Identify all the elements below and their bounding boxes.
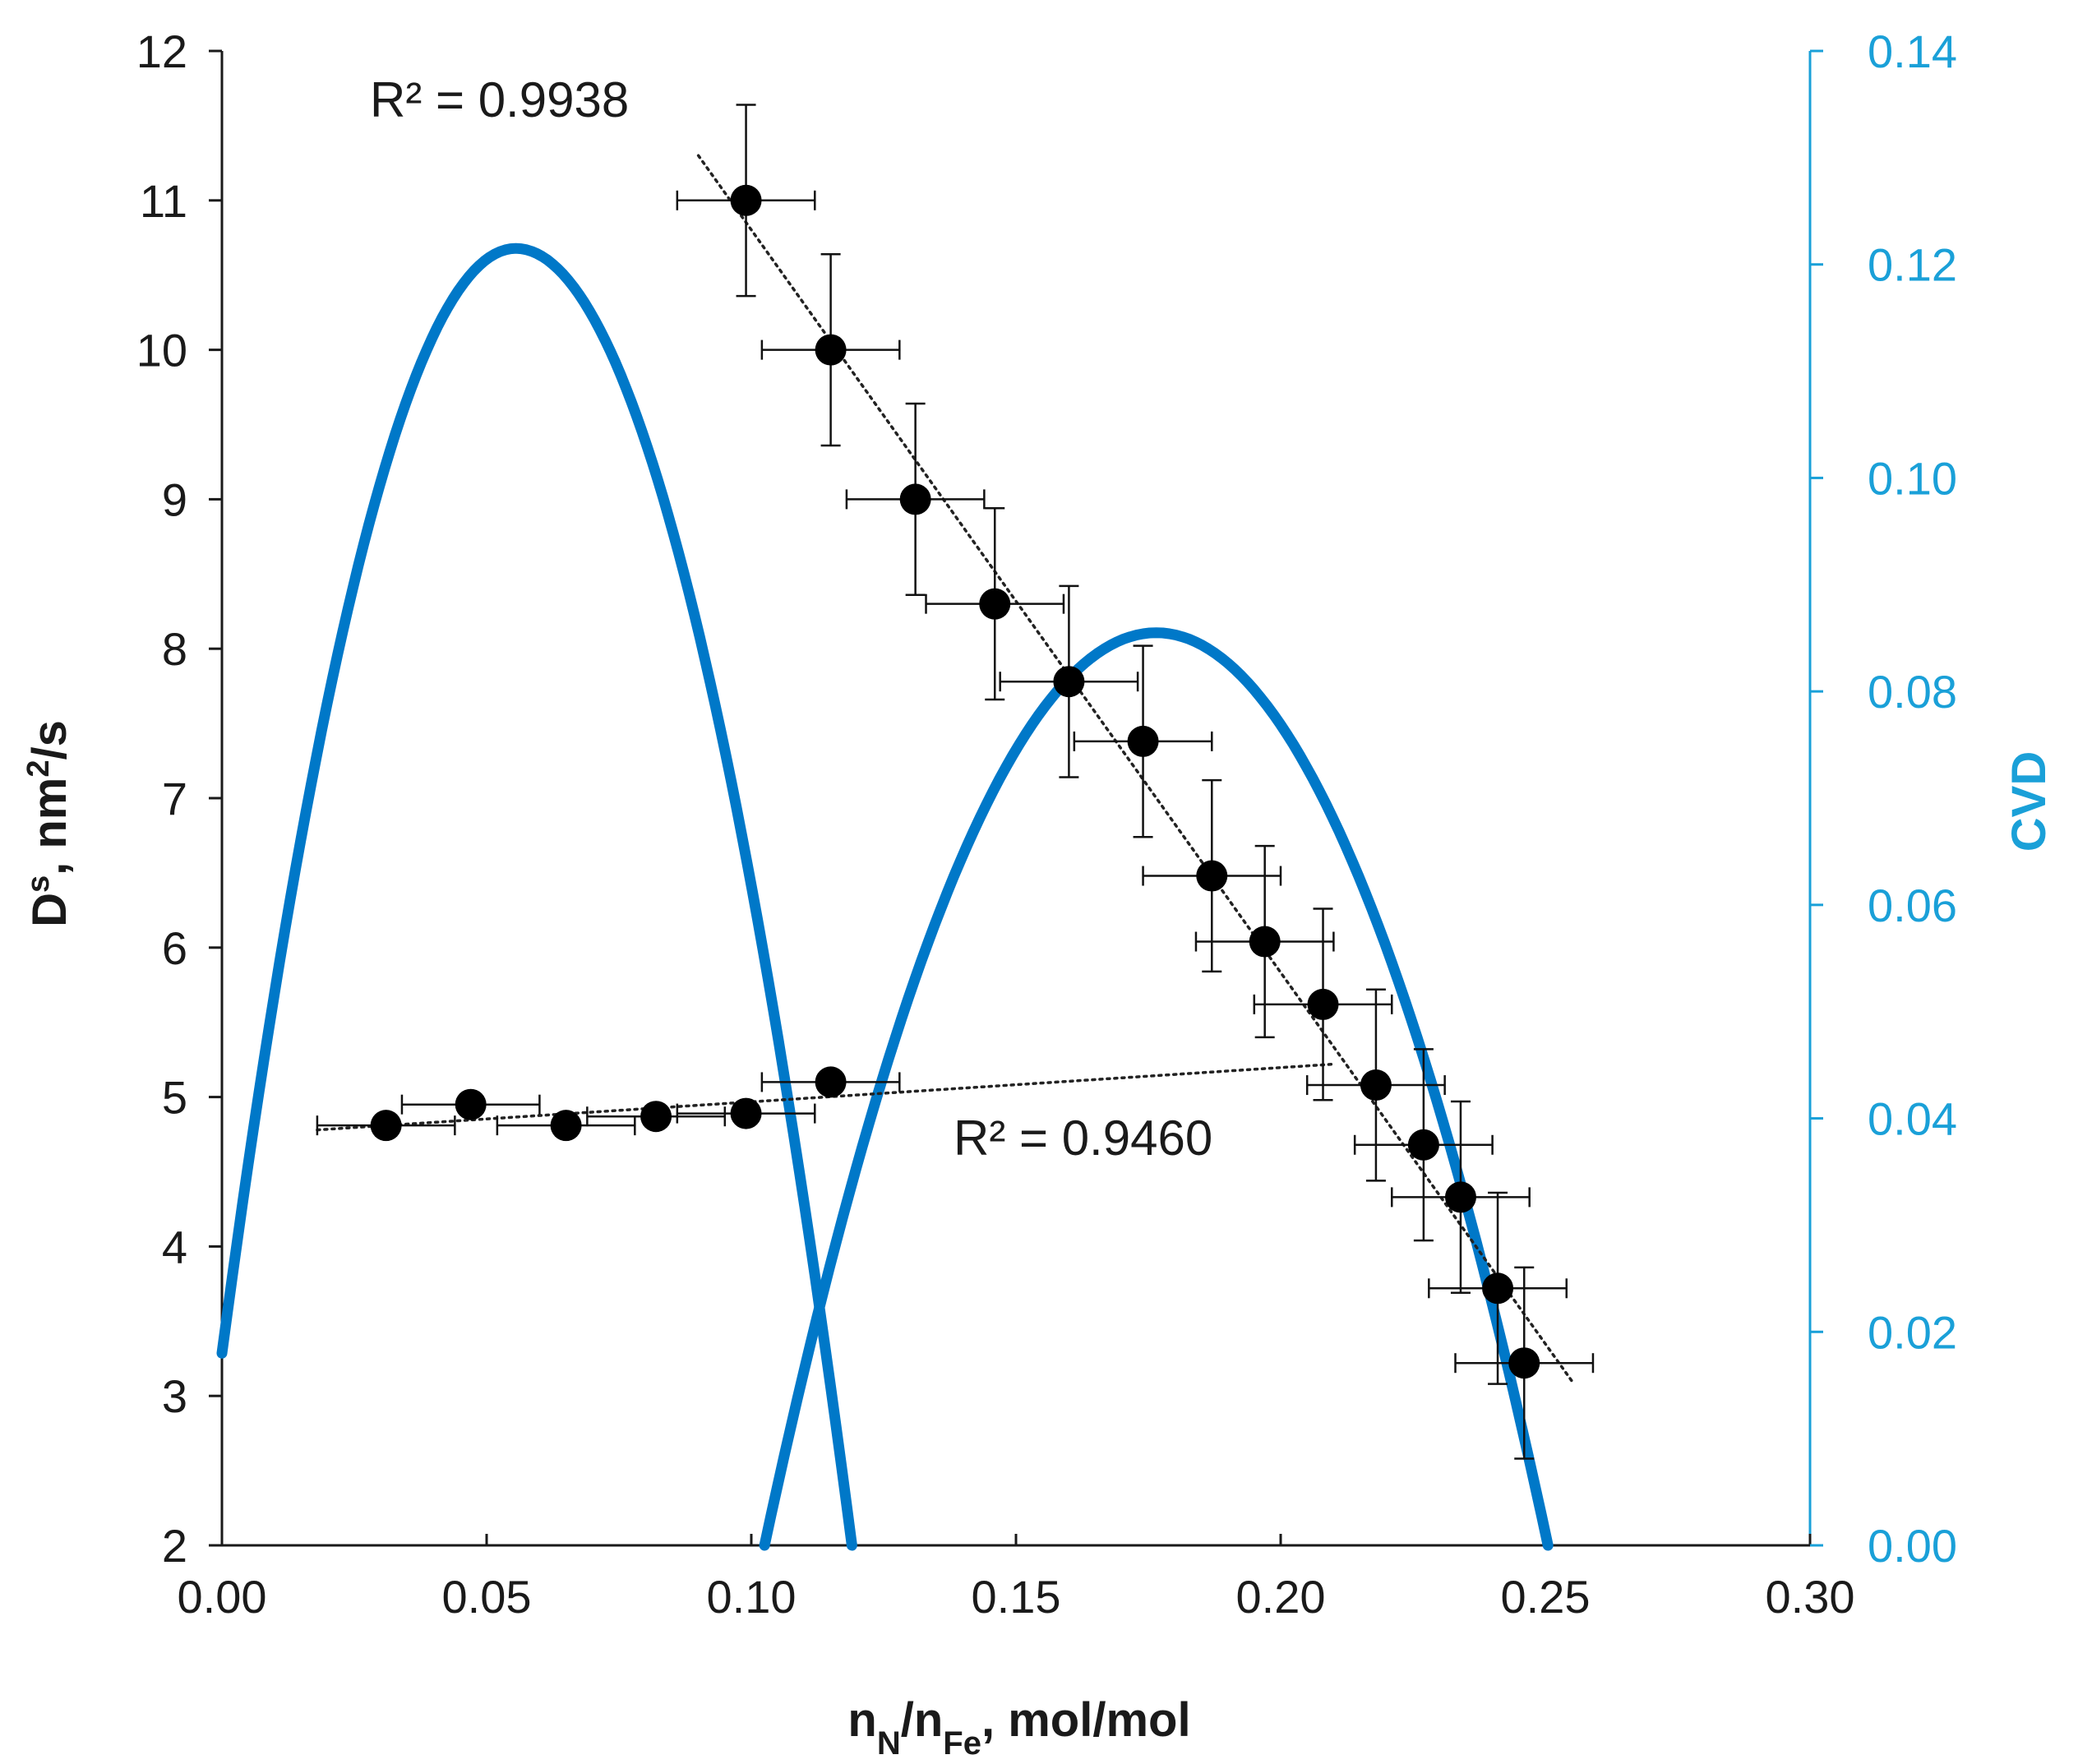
y-right-tick-label: 0.00: [1868, 1520, 1957, 1572]
y-left-tick-label: 11: [140, 175, 187, 227]
data-point: [1508, 1347, 1540, 1379]
x-tick-label: 0.30: [1766, 1571, 1855, 1623]
data-point: [1307, 988, 1339, 1020]
data-point: [1249, 926, 1281, 958]
y-right-tick-label: 0.14: [1868, 25, 1957, 77]
y-right-tick-label: 0.04: [1868, 1093, 1957, 1145]
data-point: [370, 1110, 402, 1142]
y-right-tick-label: 0.08: [1868, 666, 1957, 718]
data-point: [815, 334, 847, 366]
data-point: [730, 1097, 762, 1129]
x-tick-label: 0.25: [1501, 1571, 1591, 1623]
data-point: [455, 1088, 487, 1120]
y-right-tick-label: 0.06: [1868, 880, 1957, 931]
x-tick-label: 0.20: [1236, 1571, 1326, 1623]
r2-label-low-branch: R² = 0.9460: [954, 1111, 1212, 1166]
data-points: [370, 184, 1540, 1379]
data-point: [730, 184, 762, 216]
y-axis-right-title: CVD: [2002, 751, 2056, 852]
data-point: [1407, 1129, 1439, 1161]
data-point: [1196, 860, 1228, 892]
y-left-tick-label: 12: [136, 25, 187, 77]
tick-labels: 0.00 0.05 0.10 0.15 0.20 0.25 0.30 2 3 4 5 6 7 8 9 10 11…: [136, 25, 1957, 1623]
x-tick-label: 0.15: [972, 1571, 1061, 1623]
trendline-2: [696, 154, 1573, 1383]
y-left-tick-label: 7: [162, 773, 187, 824]
x-tick-label: 0.05: [442, 1571, 532, 1623]
trendlines: [316, 154, 1573, 1383]
y-left-tick-label: 4: [162, 1221, 187, 1272]
error-bars: [316, 104, 1595, 1460]
data-point: [1360, 1069, 1392, 1101]
y-left-tick-label: 2: [162, 1520, 187, 1572]
y-left-tick-label: 9: [162, 473, 187, 525]
data-point: [550, 1110, 582, 1142]
cvd-curve-2: [759, 627, 1554, 1551]
y-right-tick-label: 0.12: [1868, 239, 1957, 291]
y-left-tick-label: 3: [162, 1370, 187, 1422]
x-tick-label: 0.00: [178, 1571, 267, 1623]
data-point: [640, 1101, 672, 1133]
data-point: [1444, 1181, 1476, 1213]
cvd-curve-1: [216, 242, 857, 1551]
y-left-tick-label: 8: [162, 623, 187, 675]
data-point: [1053, 666, 1085, 698]
y-right-tick-label: 0.10: [1868, 452, 1957, 504]
y-left-tick-label: 6: [162, 922, 187, 974]
y-left-tick-label: 5: [162, 1072, 187, 1124]
x-tick-label: 0.10: [707, 1571, 797, 1623]
y-left-tick-label: 10: [136, 325, 187, 376]
y-axis-left-title: Ds, nm2/s: [21, 720, 76, 927]
data-point: [815, 1066, 847, 1098]
x-axis-title: nN/nFe, mol/mol: [847, 1693, 1190, 1762]
data-point: [1482, 1272, 1514, 1305]
plot-frame: [209, 49, 1823, 1547]
r2-label-high-branch: R² = 0.9938: [370, 72, 629, 127]
cvd-curves: [216, 242, 1554, 1551]
trendline-1: [316, 1062, 1336, 1132]
data-point: [899, 483, 931, 515]
data-point: [1127, 725, 1159, 757]
data-point: [979, 588, 1011, 620]
y-right-tick-label: 0.02: [1868, 1306, 1957, 1358]
